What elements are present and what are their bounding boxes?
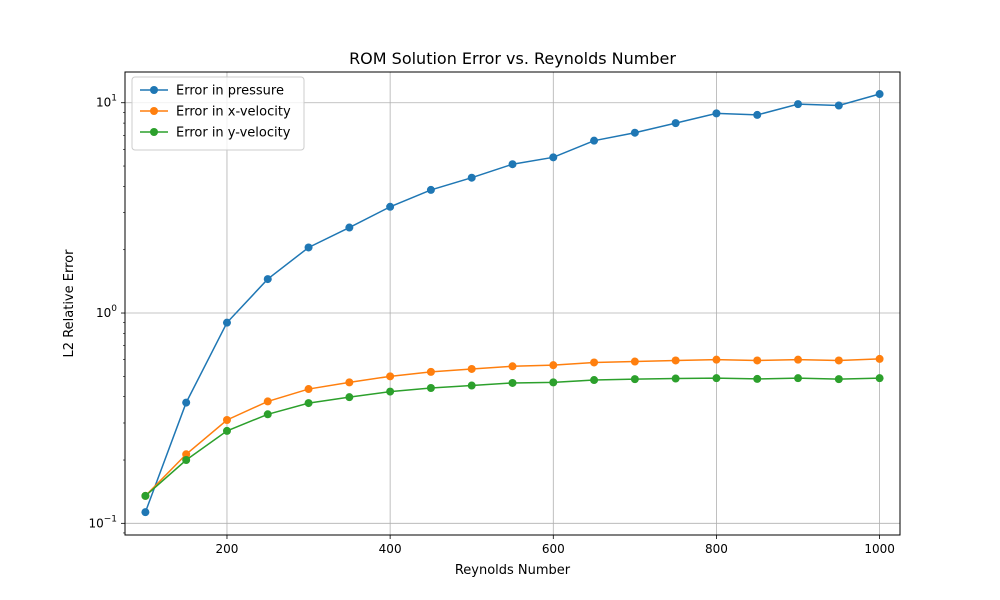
data-point	[712, 355, 721, 364]
x-tick-label: 800	[705, 542, 728, 556]
y-tick-label: 10−1	[88, 514, 117, 530]
data-point	[345, 223, 354, 232]
data-point	[671, 374, 680, 383]
data-point	[753, 356, 762, 365]
data-point	[222, 426, 231, 435]
data-point	[426, 384, 435, 393]
data-point	[875, 374, 884, 383]
data-point	[549, 361, 558, 370]
data-point	[753, 374, 762, 383]
data-point	[834, 101, 843, 110]
y-tick-label: 101	[96, 94, 117, 110]
data-point	[426, 367, 435, 376]
data-point	[304, 243, 313, 252]
legend: Error in pressure Error in x-velocity Erro…	[131, 76, 305, 151]
x-tick-label: 200	[216, 542, 239, 556]
data-point	[508, 160, 517, 169]
data-point	[590, 358, 599, 367]
data-point	[222, 415, 231, 424]
plot-area-frame	[124, 71, 901, 536]
data-point	[794, 355, 803, 364]
series-layer	[141, 90, 884, 517]
x-axis-label: Reynolds Number	[455, 563, 571, 578]
data-point	[671, 356, 680, 365]
data-point	[182, 398, 191, 407]
data-point	[345, 393, 354, 402]
data-point	[712, 109, 721, 118]
data-point	[304, 385, 313, 394]
data-point	[386, 387, 395, 396]
legend-marker	[150, 128, 158, 136]
legend-label: Error in pressure	[176, 84, 284, 99]
data-point	[345, 378, 354, 387]
data-point	[549, 153, 558, 162]
data-point	[590, 136, 599, 145]
data-point	[141, 491, 150, 500]
data-point	[426, 185, 435, 194]
axis-ticks: 200 400 600 800 1000 10−1 100 101	[88, 94, 894, 556]
data-point	[467, 381, 476, 390]
data-point	[304, 399, 313, 408]
data-point	[753, 110, 762, 119]
data-point	[386, 372, 395, 381]
y-tick-label: 100	[96, 304, 117, 320]
x-tick-label: 400	[379, 542, 402, 556]
data-point	[630, 128, 639, 137]
data-point	[630, 375, 639, 384]
y-axis-label: L2 Relative Error	[62, 249, 77, 358]
data-point	[875, 90, 884, 99]
data-point	[467, 364, 476, 373]
data-point	[794, 374, 803, 383]
legend-marker	[150, 86, 158, 94]
data-point	[590, 376, 599, 385]
data-point	[222, 318, 231, 327]
data-point	[508, 362, 517, 371]
data-point	[834, 375, 843, 384]
legend-label: Error in x-velocity	[176, 105, 291, 120]
data-point	[182, 450, 191, 459]
data-point	[794, 100, 803, 109]
x-tick-label: 600	[542, 542, 565, 556]
data-point	[386, 202, 395, 211]
data-point	[508, 378, 517, 387]
data-point	[263, 275, 272, 284]
data-point	[182, 456, 191, 465]
data-point	[875, 354, 884, 363]
legend-label: Error in y-velocity	[176, 126, 291, 141]
legend-marker	[150, 107, 158, 115]
chart-title: ROM Solution Error vs. Reynolds Number	[349, 49, 676, 68]
data-point	[141, 508, 150, 517]
data-point	[834, 356, 843, 365]
data-point	[712, 374, 721, 383]
data-point	[671, 119, 680, 128]
legend-box	[131, 76, 305, 151]
data-point	[263, 397, 272, 406]
data-point	[549, 378, 558, 387]
data-point	[630, 357, 639, 366]
data-point	[467, 173, 476, 182]
x-tick-label: 1000	[864, 542, 895, 556]
data-point	[263, 410, 272, 419]
